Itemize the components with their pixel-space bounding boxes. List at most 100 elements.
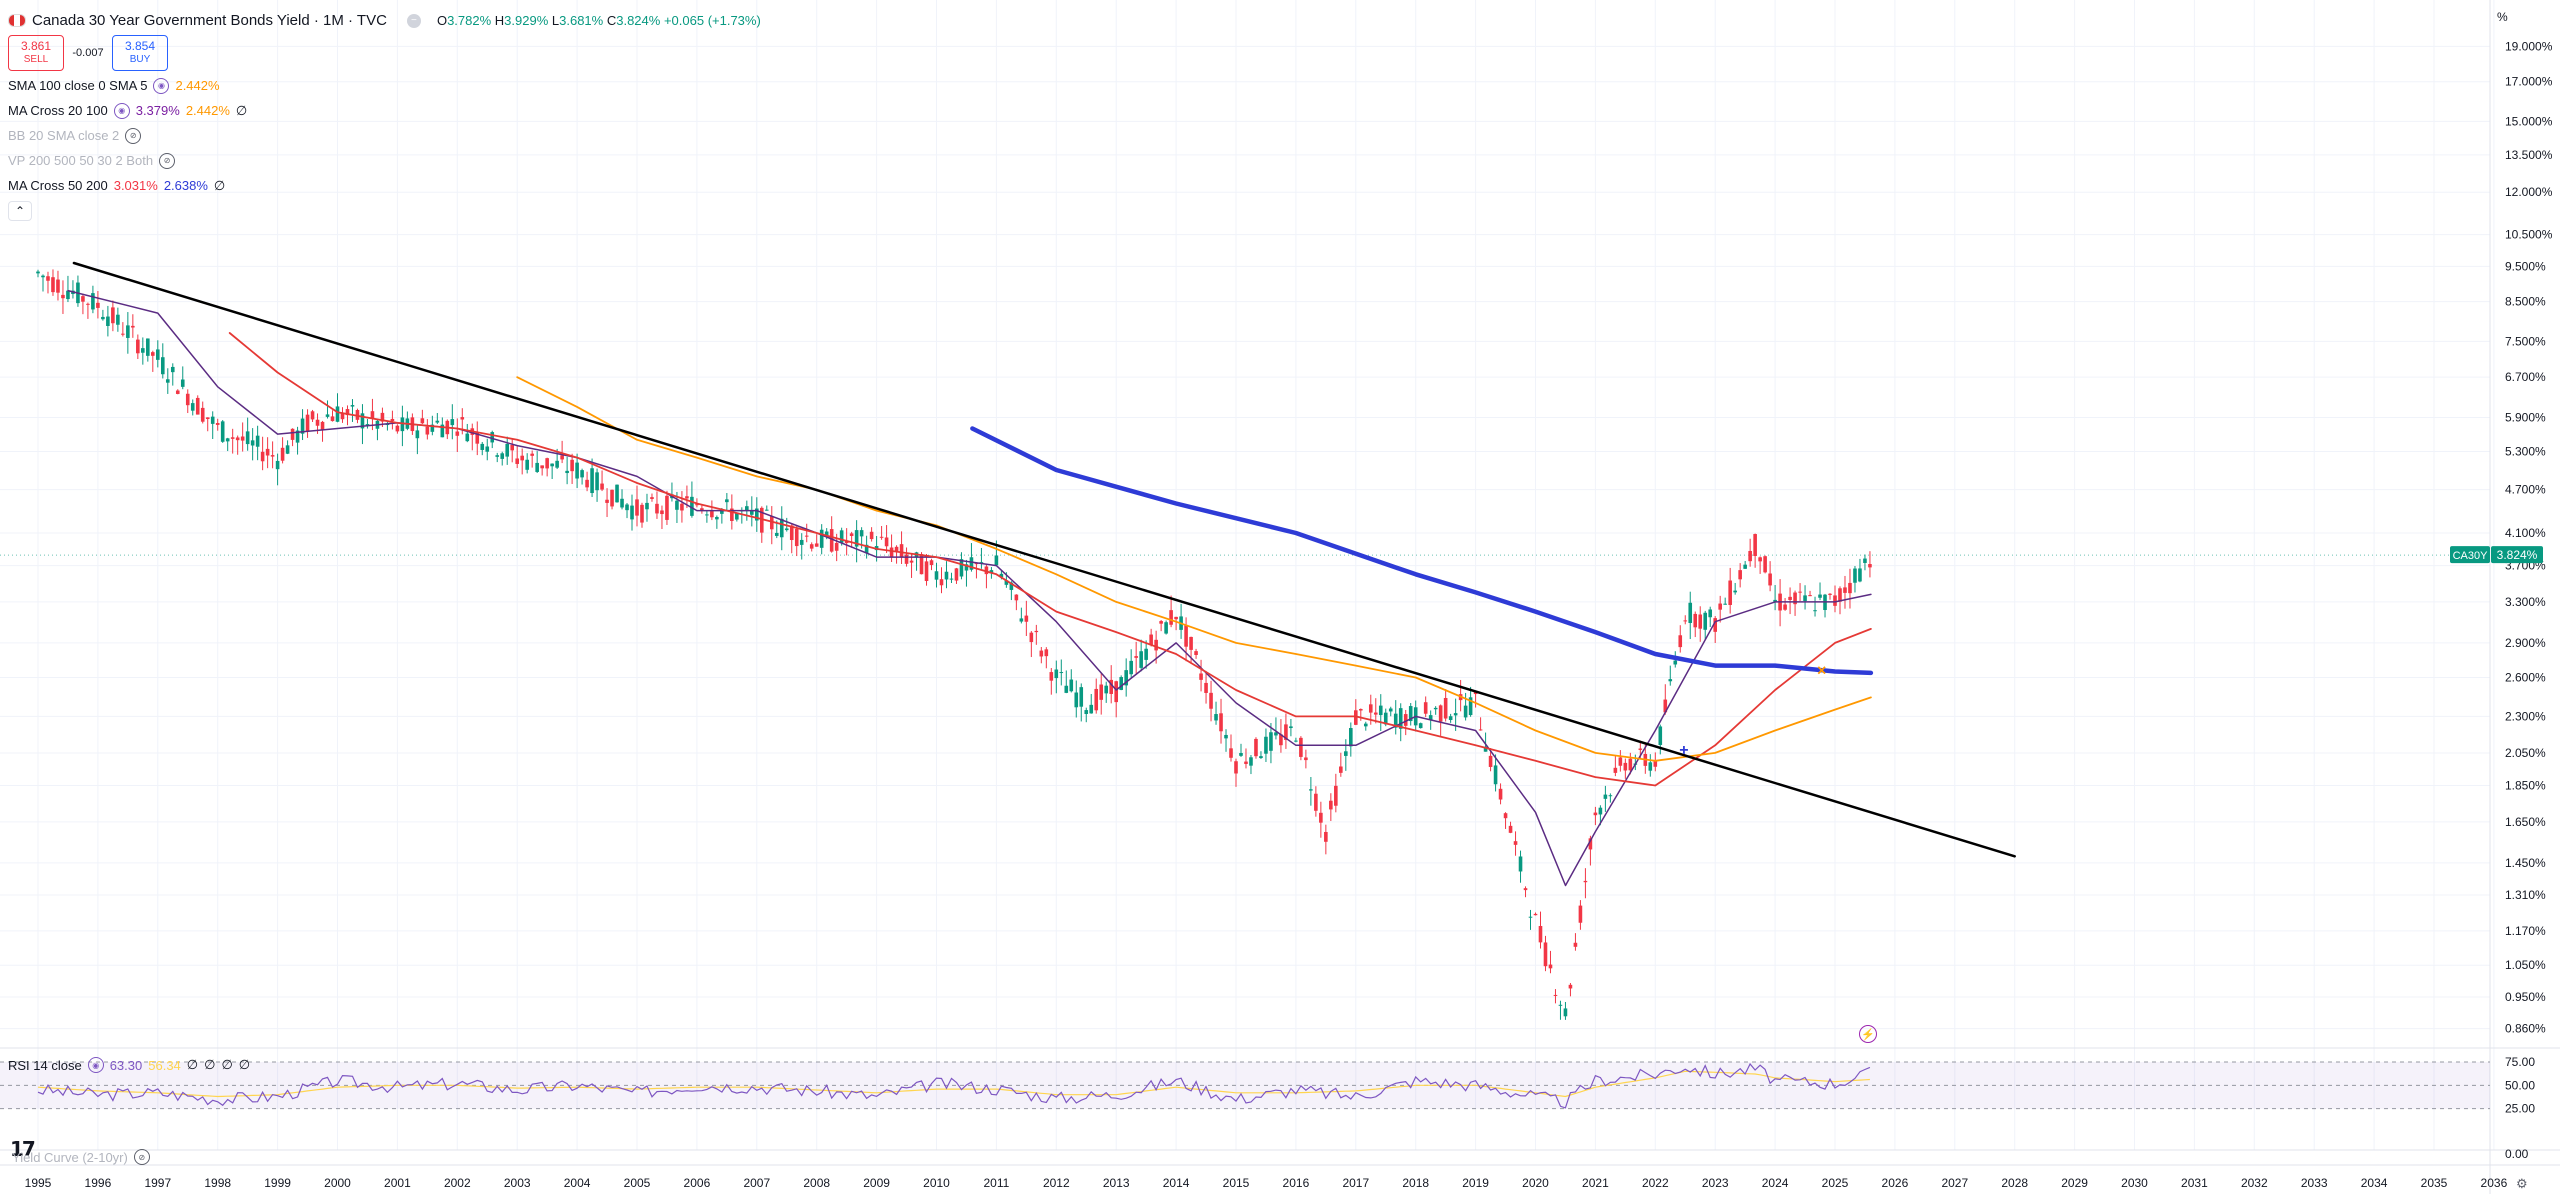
candle-body [1588,838,1593,850]
candle-body [390,418,395,421]
lightning-icon[interactable]: ⚡ [1859,1025,1877,1043]
chart-title[interactable]: Canada 30 Year Government Bonds Yield · … [32,12,387,29]
time-tick-label: 2022 [1642,1176,1669,1190]
candle-body [1423,702,1428,714]
candle-body [1134,656,1138,658]
rsi-ma-line [37,1070,1870,1098]
candle-body [1199,673,1203,680]
candle-body [879,536,884,538]
candle-body [1119,677,1123,690]
candle-body [305,414,310,432]
candle-body [1054,669,1059,679]
sell-button[interactable]: 3.861 SELL [8,35,64,71]
candle-body [1528,916,1533,918]
candle-body [1448,716,1453,720]
indicator-row-ma-cross-20-100[interactable]: MA Cross 20 100 ◉ 3.379% 2.442% ∅ [8,102,248,119]
candle-body [904,554,909,564]
candle-body [1289,726,1293,729]
candle-body [1329,800,1333,810]
indicator-row-ma-cross-50-200[interactable]: MA Cross 50 200 3.031% 2.638% ∅ [8,177,226,194]
candle-body [1598,807,1603,815]
gear-icon[interactable]: ⚙ [2516,1176,2528,1191]
candle-body [520,455,524,461]
settings-icon[interactable]: ◉ [153,77,170,94]
candle-body [1244,761,1248,764]
candle-body [1628,758,1633,771]
candle-body [1189,636,1193,650]
price-unit-label: % [2497,10,2508,24]
candle-body [1383,712,1388,725]
candle-body [1154,639,1158,651]
eye-hidden-icon[interactable]: ⊘ [159,152,176,169]
candle-body [1618,757,1623,766]
candle-body [1194,651,1198,655]
candle-body [350,405,355,407]
time-tick-label: 2009 [863,1176,890,1190]
price-tick-label: 1.450% [2505,856,2546,870]
candle-body [146,338,150,356]
indicator-row-bb[interactable]: BB 20 SMA close 2 ⊘ [8,123,761,148]
candle-body [969,557,974,570]
candle-body [1024,615,1029,622]
candle-body [1059,672,1064,674]
time-tick-label: 2034 [2361,1176,2388,1190]
candle-body [165,379,170,383]
candle-body [814,543,819,547]
indicator-row-sma100[interactable]: SMA 100 close 0 SMA 5 ◉ 2.442% [8,77,220,94]
settings-icon[interactable]: ◉ [87,1057,104,1073]
candle-body [1848,582,1852,594]
candle-body [340,412,345,420]
settings-icon[interactable]: ◉ [113,102,130,119]
candle-body [230,437,235,439]
buy-button[interactable]: 3.854 BUY [112,35,168,71]
candle-body [650,497,654,499]
candle-body [989,570,994,574]
eye-hidden-icon[interactable]: ⊘ [125,127,142,144]
trade-row: 3.861 SELL -0.007 3.854 BUY [8,33,761,73]
candle-body [1693,613,1698,628]
time-tick-label: 2028 [2001,1176,2028,1190]
tradingview-logo[interactable]: 17 [10,1137,36,1161]
time-tick-label: 2016 [1283,1176,1310,1190]
time-tick-label: 2027 [1941,1176,1968,1190]
candle-body [1713,618,1717,632]
candle-body [720,509,724,514]
time-tick-label: 2023 [1702,1176,1729,1190]
candle-body [1164,622,1168,634]
time-tick-label: 2030 [2121,1176,2148,1190]
candle-body [1548,964,1553,969]
price-tick-label: 4.700% [2505,483,2546,497]
candle-body [725,499,729,503]
candle-body [1089,704,1094,714]
candle-body [1064,685,1069,693]
legend: Canada 30 Year Government Bonds Yield · … [8,8,761,223]
candle-body [116,314,120,325]
price-tick-label: 17.000% [2505,75,2553,89]
candle-body [360,413,365,429]
time-tick-label: 2014 [1163,1176,1190,1190]
candle-body [595,472,599,491]
candle-body [1079,687,1084,707]
indicator-row-vp[interactable]: VP 200 500 50 30 2 Both ⊘ [8,148,761,173]
candle-body [210,416,215,424]
eye-hidden-icon[interactable]: ⊘ [133,1149,150,1165]
candle-body [535,462,539,472]
candle-body [804,535,809,537]
price-tick-label: 1.650% [2505,815,2546,829]
time-tick-label: 2017 [1342,1176,1369,1190]
candle-body [605,499,609,503]
candle-body [151,352,155,356]
chevron-up-icon[interactable]: ⌃ [8,200,32,221]
candle-body [1798,591,1802,593]
candle-body [1698,614,1703,629]
candle-body [1553,994,1558,996]
candle-body [335,406,340,422]
collapse-icon[interactable]: − [406,13,421,28]
candle-body [345,409,350,416]
candle-body [1264,736,1268,754]
price-tick-label: 2.300% [2505,709,2546,723]
candle-body [1319,812,1323,823]
price-tick-label: 15.000% [2505,114,2553,128]
candle-body [625,504,629,511]
